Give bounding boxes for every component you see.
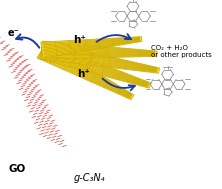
Polygon shape bbox=[37, 42, 134, 100]
Polygon shape bbox=[38, 42, 151, 88]
Polygon shape bbox=[40, 41, 160, 73]
Text: h⁺: h⁺ bbox=[73, 35, 86, 45]
Text: GO: GO bbox=[8, 164, 26, 174]
Text: h⁺: h⁺ bbox=[77, 69, 90, 79]
Text: e⁻: e⁻ bbox=[8, 28, 20, 38]
Text: CO₂ + H₂O
or other products: CO₂ + H₂O or other products bbox=[151, 45, 212, 57]
Polygon shape bbox=[41, 37, 142, 58]
Polygon shape bbox=[42, 41, 157, 59]
Text: g-C₃N₄: g-C₃N₄ bbox=[73, 173, 105, 183]
